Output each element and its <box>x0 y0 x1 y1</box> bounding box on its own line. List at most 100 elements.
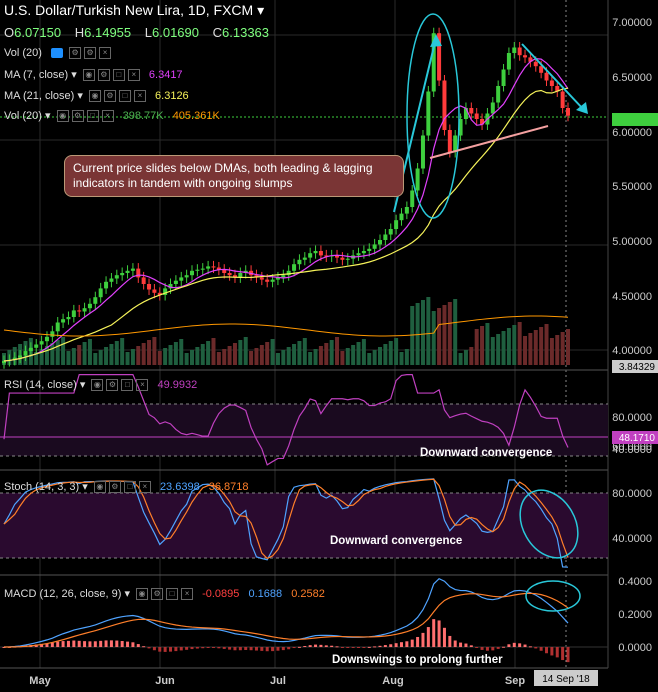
candle <box>227 273 232 276</box>
indicator-ma7[interactable]: MA (7, close) ▾ ◉ ⚙ □ × 6.3417 <box>4 68 183 82</box>
candle <box>281 275 286 278</box>
square-icon[interactable]: □ <box>118 90 131 103</box>
macd-histogram-bar <box>330 645 334 647</box>
square-icon[interactable]: □ <box>86 110 99 123</box>
chevron-down-icon[interactable]: ▾ <box>82 481 88 493</box>
square-icon[interactable]: □ <box>166 588 179 601</box>
gear-icon[interactable]: ⚙ <box>106 379 119 392</box>
macd-histogram-bar <box>99 640 103 647</box>
gear-icon[interactable]: ⚙ <box>71 110 84 123</box>
candle <box>200 268 205 270</box>
chevron-down-icon[interactable]: ▾ <box>124 588 130 600</box>
chevron-down-icon[interactable]: ▾ <box>79 379 86 391</box>
macd-histogram-bar <box>319 644 323 647</box>
close-icon[interactable]: × <box>136 379 149 392</box>
close-icon[interactable]: × <box>181 588 194 601</box>
close-icon[interactable]: × <box>138 481 151 494</box>
eye-icon[interactable]: ◉ <box>136 588 149 601</box>
eye-icon[interactable]: ◉ <box>93 481 106 494</box>
rsi-tick: 40.0000 <box>612 444 652 456</box>
macd-histogram-bar <box>405 641 409 647</box>
volume-bar <box>399 352 404 365</box>
macd-histogram-bar <box>233 647 237 651</box>
current-price-badge <box>612 113 658 126</box>
macd-histogram-bar <box>394 643 398 647</box>
candle <box>120 273 125 276</box>
candle <box>50 331 55 337</box>
volume-bar <box>34 352 39 365</box>
volume-bar <box>152 337 157 365</box>
candle <box>98 288 103 298</box>
eye-icon[interactable]: ◉ <box>56 110 69 123</box>
macd-histogram-bar <box>480 647 484 650</box>
gear-icon[interactable]: ⚙ <box>103 90 116 103</box>
macd-histogram-bar <box>179 647 183 651</box>
indicator-vol-top[interactable]: Vol (20) ⚙ ⚙ × <box>4 47 112 60</box>
macd-histogram-bar <box>260 647 264 651</box>
macd-histogram-bar <box>512 642 516 647</box>
chart-title[interactable]: U.S. Dollar/Turkish New Lira, 1D, FXCM ▾ <box>4 2 264 19</box>
macd-histogram-bar <box>206 647 210 648</box>
volume-bar <box>173 342 178 365</box>
candle <box>44 336 49 342</box>
trend-line <box>429 125 549 159</box>
candle <box>179 277 184 281</box>
indicator-stoch[interactable]: Stoch (14, 3, 3) ▾ ◉ ⚙ □ × 23.6398 36.8718 <box>4 480 249 494</box>
macd-histogram-bar <box>115 640 119 647</box>
volume-bar <box>238 340 243 365</box>
indicator-rsi[interactable]: RSI (14, close) ▾ ◉ ⚙ □ × 49.9932 <box>4 378 197 392</box>
macd-histogram-bar <box>303 645 307 647</box>
macd-histogram-bar <box>459 642 463 647</box>
close-icon[interactable]: × <box>133 90 146 103</box>
volume-bar <box>372 350 377 365</box>
candle <box>458 119 463 136</box>
gear-icon[interactable]: ⚙ <box>97 69 110 82</box>
candle <box>87 303 92 309</box>
month-label: May <box>29 675 51 687</box>
gear-icon[interactable]: ⚙ <box>151 588 164 601</box>
volume-bar <box>39 349 44 365</box>
volume-bars <box>2 297 570 365</box>
low-value: 6.01690 <box>152 25 199 40</box>
chevron-down-icon[interactable]: ▾ <box>44 110 51 122</box>
gear-icon[interactable]: ⚙ <box>84 47 97 60</box>
eye-icon[interactable]: ◉ <box>88 90 101 103</box>
volume-bar <box>415 303 420 365</box>
volume-bar <box>98 350 103 365</box>
settings-icon[interactable]: ⚙ <box>69 47 82 60</box>
close-icon[interactable]: × <box>127 69 140 82</box>
close-icon[interactable]: × <box>99 47 112 60</box>
macd-histogram-bar <box>297 646 301 648</box>
candle <box>254 275 259 278</box>
chart-title-text: U.S. Dollar/Turkish New Lira, 1D, FXCM <box>4 2 254 18</box>
chevron-down-icon[interactable]: ▾ <box>257 2 265 18</box>
indicator-macd[interactable]: MACD (12, 26, close, 9) ▾ ◉ ⚙ □ × -0.0895 0… <box>4 587 325 601</box>
macd-histogram-bar <box>211 647 215 648</box>
volume-bar <box>243 337 248 365</box>
macd-histogram-bar <box>539 647 543 651</box>
candle <box>308 253 313 258</box>
close-icon[interactable]: × <box>101 110 114 123</box>
macd-histogram-bar <box>528 646 532 648</box>
macd-histogram-bar <box>550 647 554 656</box>
eye-icon[interactable]: ◉ <box>82 69 95 82</box>
chevron-down-icon[interactable]: ▾ <box>77 90 83 102</box>
candle <box>496 86 501 103</box>
axes: 7.00000 6.50000 6.00000 5.50000 5.00000 4.500… <box>29 17 658 687</box>
volume-bar <box>539 327 544 365</box>
current-date-label: 14 Sep '18 <box>542 674 590 685</box>
square-icon[interactable]: □ <box>121 379 134 392</box>
square-icon[interactable]: □ <box>112 69 125 82</box>
eye-icon[interactable]: ◉ <box>91 379 104 392</box>
chevron-down-icon[interactable]: ▾ <box>71 69 77 81</box>
indicator-ma21[interactable]: MA (21, close) ▾ ◉ ⚙ □ × 6.3126 <box>4 89 189 103</box>
gear-icon[interactable]: ⚙ <box>108 481 121 494</box>
macd-histogram-bar <box>502 646 506 648</box>
volume-bar <box>190 350 194 365</box>
square-icon[interactable]: □ <box>123 481 136 494</box>
volume-bar <box>324 343 329 365</box>
macd-highlight-ellipse <box>525 580 581 612</box>
eye-icon[interactable] <box>50 48 63 59</box>
indicator-vol[interactable]: Vol (20) ▾ ◉ ⚙ □ × 398.77K 405.361K <box>4 109 220 123</box>
price-tick: 6.50000 <box>612 72 652 84</box>
